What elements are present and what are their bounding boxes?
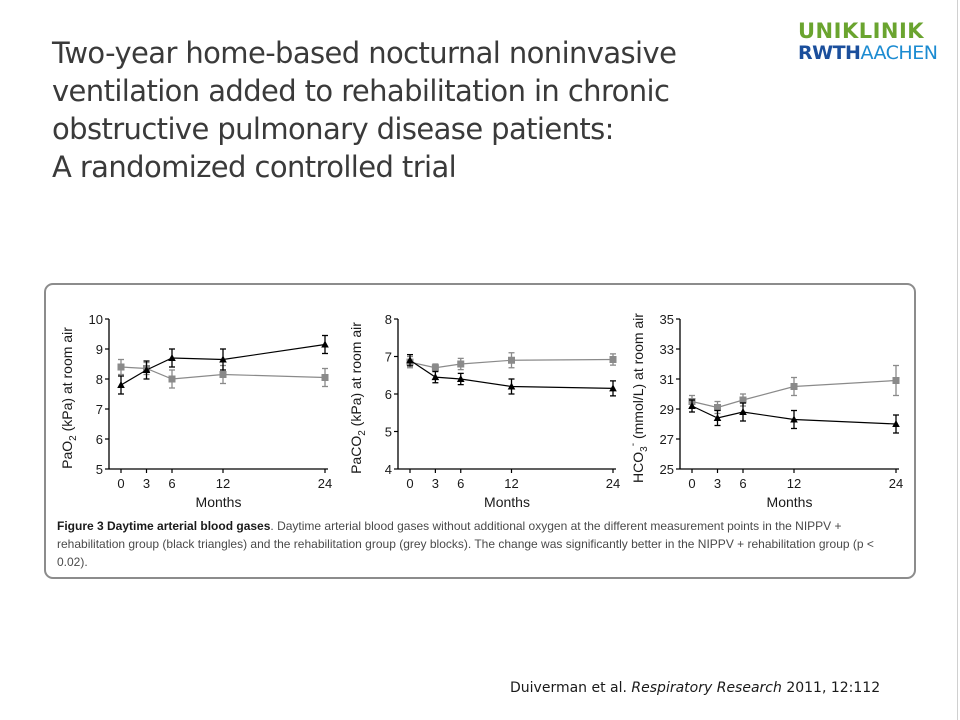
title-line-3: obstructive pulmonary disease patients: [52, 112, 614, 146]
data-point-triangle [431, 373, 440, 381]
figure-caption: Figure 3 Daytime arterial blood gases. D… [57, 517, 907, 571]
caption-text: . Daytime arterial blood gases without a… [57, 519, 874, 569]
x-tick-label-1: 3 [143, 476, 150, 491]
charts-svg: 5 6 7 8 9 10 0 3 6 12 24 Months PaO2 (kPa) at room a… [59, 312, 903, 510]
data-point-square [892, 377, 900, 384]
y-tick-label-2: 4 [385, 462, 392, 477]
x-tick-label-2: 6 [457, 476, 464, 491]
x-tick-label-3: 0 [688, 476, 695, 491]
slide-edge-line [957, 0, 958, 720]
logo-aachen: AACHEN [860, 42, 938, 64]
x-tick-label-2: 3 [432, 476, 439, 491]
data-point-triangle [688, 402, 696, 409]
y-tick-label-3: 29 [660, 402, 674, 417]
y-axis-title-1: PaO2 (kPa) at room air [59, 327, 79, 469]
data-point-square [431, 364, 439, 372]
citation-details: 2011, 12:112 [781, 680, 881, 696]
y-tick-label-1: 10 [89, 312, 103, 327]
data-point-square [168, 375, 176, 383]
y-tick-label-1: 6 [96, 432, 103, 447]
y-tick-label-1: 5 [96, 462, 103, 477]
data-point-square [739, 396, 747, 404]
y-tick-label-2: 7 [385, 350, 392, 365]
logo-rwth: RWTH [798, 42, 861, 64]
x-tick-label-2: 12 [504, 476, 518, 491]
data-point-square [457, 360, 465, 368]
y-tick-label-2: 5 [385, 425, 392, 440]
data-point-square [219, 371, 227, 378]
citation-authors: Duiverman et al. [510, 680, 632, 696]
y-axis-title-3: HCO3- (mmol/L) at room air [628, 313, 650, 483]
y-tick-label-2: 8 [385, 312, 392, 327]
data-point-triangle [168, 354, 176, 361]
data-point-triangle [790, 415, 798, 423]
y-tick-label-3: 33 [660, 342, 674, 357]
y-tick-label-2: 6 [385, 387, 392, 402]
uniklinik-logo: UNIKLINIK RWTHAACHEN [798, 20, 940, 64]
x-tick-label-1: 6 [168, 476, 175, 491]
data-point-triangle [739, 408, 747, 415]
y-tick-label-3: 27 [660, 432, 674, 447]
slide-title: Two-year home-based nocturnal noninvasiv… [52, 34, 752, 186]
x-tick-label-1: 0 [117, 476, 124, 491]
x-tick-label-1: 12 [216, 476, 230, 491]
citation-journal: Respiratory Research [631, 680, 782, 696]
y-tick-label-3: 25 [660, 462, 674, 477]
data-point-square [321, 374, 329, 381]
data-point-triangle [609, 384, 617, 392]
y-tick-label-1: 8 [96, 372, 103, 387]
x-tick-label-3: 12 [787, 476, 801, 491]
x-tick-label-2: 0 [406, 476, 413, 491]
figure-panel: 5 6 7 8 9 10 0 3 6 12 24 Months PaO2 (kPa) at room a… [44, 283, 916, 579]
x-tick-label-3: 6 [739, 476, 746, 491]
x-tick-label-3: 3 [714, 476, 721, 491]
y-tick-label-1: 9 [96, 342, 103, 357]
caption-title: Figure 3 Daytime arterial blood gases [57, 519, 271, 533]
x-axis-title-2: Months [484, 494, 530, 510]
x-tick-label-3: 24 [889, 476, 903, 491]
y-tick-label-3: 31 [660, 372, 674, 387]
data-point-triangle [507, 382, 516, 390]
data-point-square [508, 356, 515, 364]
title-line-4: A randomized controlled trial [52, 150, 457, 184]
y-axis-title-2: PaCO2 (kPa) at room air [348, 322, 368, 474]
y-tick-label-3: 35 [660, 312, 674, 327]
data-point-triangle [892, 420, 900, 427]
y-tick-label-1: 7 [96, 402, 103, 417]
data-point-triangle [321, 340, 329, 348]
x-tick-label-1: 24 [318, 476, 332, 491]
data-point-square [117, 363, 125, 371]
logo-line-2: RWTHAACHEN [798, 42, 940, 64]
x-axis-title-3: Months [767, 494, 813, 510]
x-axis-title-1: Months [196, 494, 242, 510]
title-line-1: Two-year home-based nocturnal noninvasiv… [52, 36, 677, 70]
data-point-triangle [219, 355, 227, 363]
data-point-square [609, 356, 617, 363]
data-point-square [790, 383, 798, 390]
data-point-triangle [456, 375, 465, 382]
logo-line-1: UNIKLINIK [798, 19, 925, 43]
title-line-2: ventilation added to rehabilitation in c… [52, 74, 670, 108]
data-point-triangle [406, 356, 414, 364]
data-point-triangle [142, 366, 151, 373]
data-point-triangle [117, 381, 125, 388]
data-point-triangle [713, 414, 722, 421]
citation: Duiverman et al. Respiratory Research 20… [510, 680, 880, 696]
x-tick-label-2: 24 [606, 476, 620, 491]
data-point-square [714, 404, 721, 411]
